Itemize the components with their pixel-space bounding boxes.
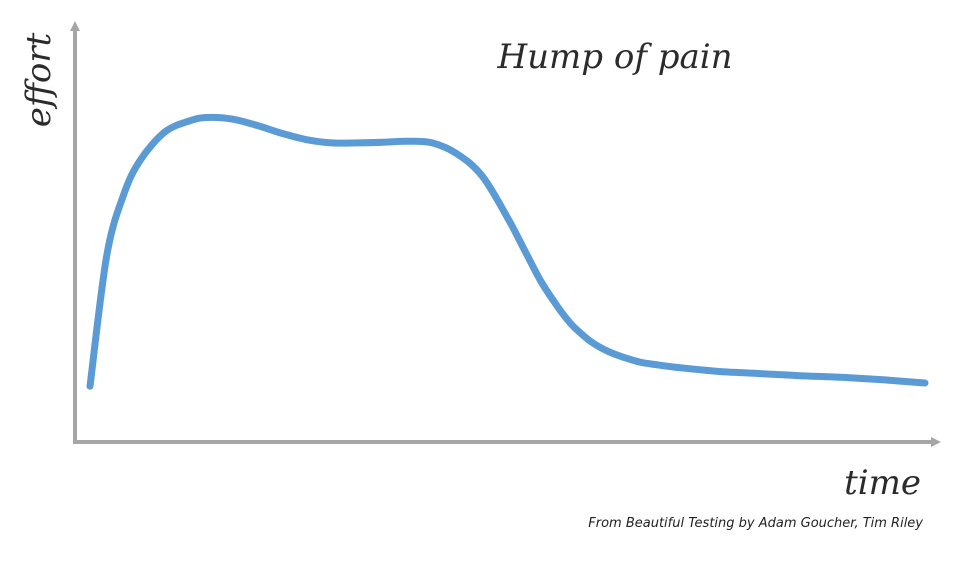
y-axis-label: effort — [19, 32, 59, 127]
x-axis-label: time — [844, 463, 921, 503]
caption-credit: From Beautiful Testing by Adam Goucher, … — [588, 516, 923, 531]
series-hump-of-pain — [86, 113, 929, 390]
effort-curve-line — [86, 113, 929, 390]
chart-title: Hump of pain — [496, 37, 732, 77]
